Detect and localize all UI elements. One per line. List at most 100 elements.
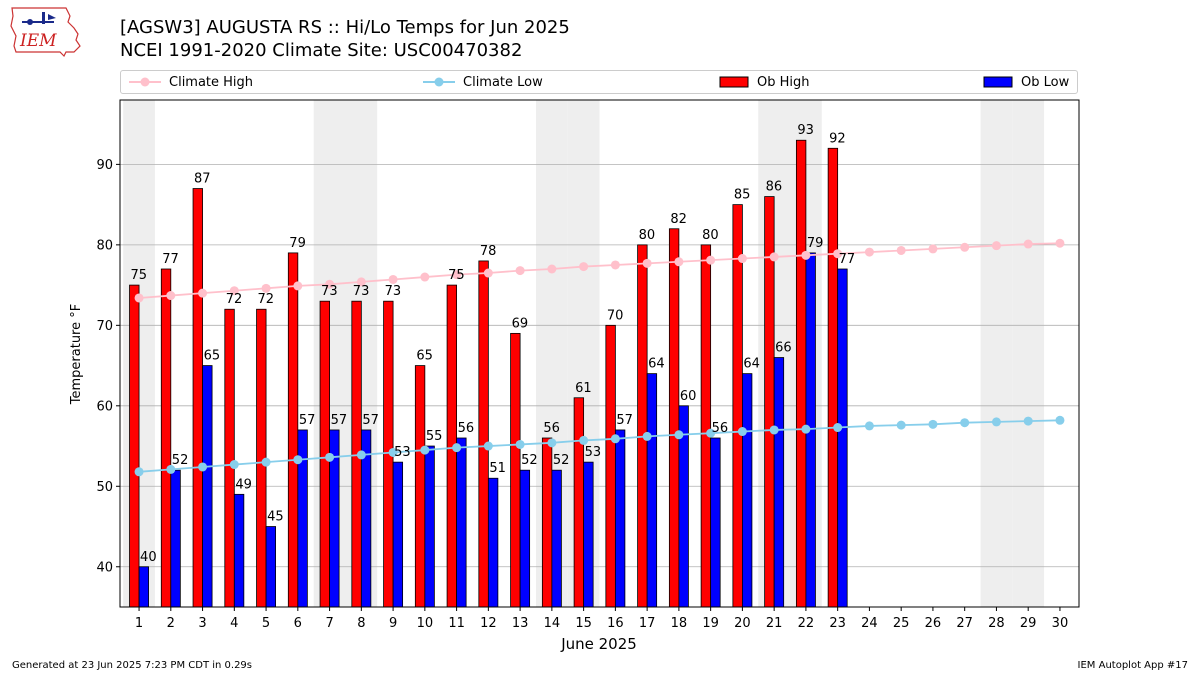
x-tick-label: 1 xyxy=(135,616,143,631)
weekend-band xyxy=(980,100,1013,607)
x-tick-label: 14 xyxy=(544,616,561,631)
climate-high-point xyxy=(1023,239,1033,249)
x-tick-label: 10 xyxy=(417,616,434,631)
climate-low-point xyxy=(420,445,430,455)
ob-high-bar xyxy=(541,437,553,608)
climate-high-point xyxy=(356,277,366,287)
ob-low-bar xyxy=(487,477,499,608)
legend-label: Ob High xyxy=(757,74,810,90)
ob-high-bar xyxy=(827,147,839,608)
data-labels: 75 77 87 72 72 79 73 73 73 65 75 78 69 56 61 70 80 82 80 85… xyxy=(131,123,856,565)
ob-low-bar xyxy=(424,445,435,608)
ob-low-label: 64 xyxy=(648,357,665,372)
x-tick-label: 11 xyxy=(448,616,465,631)
ob-high-bar xyxy=(510,332,521,608)
ob-high-label: 72 xyxy=(226,292,243,307)
climate-high-point xyxy=(261,283,271,293)
x-tick-label: 27 xyxy=(956,616,973,631)
x-tick-label: 26 xyxy=(925,616,942,631)
ob-low-label: 64 xyxy=(743,357,760,372)
climate-low-point xyxy=(864,421,874,431)
climate-low-point xyxy=(134,467,144,477)
climate-high-point xyxy=(420,272,430,282)
climate-high-point xyxy=(325,279,335,289)
climate-low-point xyxy=(928,419,938,429)
ob-high-bar xyxy=(224,308,235,608)
ob-high-label: 72 xyxy=(258,292,275,307)
legend-ob-high-swatch-icon xyxy=(719,76,749,88)
ob-low-label: 52 xyxy=(521,453,538,468)
climate-lines xyxy=(134,238,1065,477)
legend: Climate High Climate Low Ob High Ob Low xyxy=(120,70,1078,94)
chart-title: [AGSW3] AUGUSTA RS :: Hi/Lo Temps for Ju… xyxy=(120,17,570,38)
y-axis-label: Temperature °F xyxy=(69,304,84,405)
ob-high-label: 80 xyxy=(702,228,719,243)
logo-text: IEM xyxy=(19,31,57,51)
climate-low-point xyxy=(452,443,462,453)
climate-high-point xyxy=(706,255,716,265)
ob-low-label: 53 xyxy=(585,445,602,460)
ob-high-label: 73 xyxy=(353,284,370,299)
legend-climate-low-swatch-icon xyxy=(423,77,455,87)
climate-low-point xyxy=(229,460,239,470)
climate-low-point xyxy=(483,441,493,451)
climate-high-point xyxy=(452,270,462,280)
chart-subtitle: NCEI 1991-2020 Climate Site: USC00470382 xyxy=(120,40,523,61)
ob-high-label: 77 xyxy=(162,252,179,267)
x-tick-label: 2 xyxy=(167,616,175,631)
ob-high-label: 92 xyxy=(829,131,846,146)
climate-high-point xyxy=(293,281,303,291)
climate-low-point xyxy=(293,455,303,465)
climate-high-point xyxy=(737,254,747,264)
bars xyxy=(129,139,848,608)
ob-high-label: 73 xyxy=(385,284,402,299)
ob-low-bar xyxy=(741,373,753,608)
ob-low-bar xyxy=(138,566,149,608)
ob-high-label: 61 xyxy=(575,381,592,396)
ob-high-bar xyxy=(160,268,172,608)
x-axis-label: June 2025 xyxy=(560,635,637,653)
ob-low-label: 40 xyxy=(140,550,157,565)
y-tick-label: 90 xyxy=(96,158,113,173)
x-tick-label: 9 xyxy=(389,616,397,631)
climate-low-point xyxy=(1055,415,1065,425)
climate-low-point xyxy=(737,427,747,437)
ob-high-label: 75 xyxy=(448,268,465,283)
ob-high-label: 73 xyxy=(321,284,338,299)
x-tick-label: 15 xyxy=(575,616,592,631)
ob-low-label: 57 xyxy=(616,413,633,428)
ob-low-label: 51 xyxy=(489,461,506,476)
climate-high-line xyxy=(138,242,1060,299)
ob-high-label: 70 xyxy=(607,308,624,323)
climate-high-point xyxy=(896,245,906,255)
ob-low-label: 79 xyxy=(807,236,824,251)
ob-low-bar xyxy=(519,469,531,608)
ob-high-label: 80 xyxy=(639,228,656,243)
x-tick-label: 22 xyxy=(798,616,815,631)
x-tick-label: 21 xyxy=(766,616,783,631)
climate-low-point xyxy=(547,438,557,448)
x-tick-label: 17 xyxy=(639,616,656,631)
legend-ob-high: Ob High xyxy=(719,71,810,93)
y-tick-label: 50 xyxy=(96,480,113,495)
ob-low-bar xyxy=(456,437,467,608)
climate-high-point xyxy=(579,262,589,272)
climate-low-point xyxy=(801,424,811,434)
x-tick-label: 28 xyxy=(988,616,1005,631)
climate-low-point xyxy=(261,457,271,467)
x-tick-label: 12 xyxy=(480,616,497,631)
ob-low-bar xyxy=(265,526,276,608)
climate-high-point xyxy=(134,293,144,303)
climate-high-point xyxy=(864,247,874,257)
grid-lines xyxy=(120,163,1079,568)
climate-low-point xyxy=(610,434,620,444)
climate-high-point xyxy=(229,286,239,296)
x-tick-label: 13 xyxy=(512,616,529,631)
climate-high-point xyxy=(547,264,557,274)
x-tick-label: 8 xyxy=(357,616,365,631)
ob-low-label: 55 xyxy=(426,429,443,444)
legend-label: Climate High xyxy=(169,74,254,90)
footer-generated-text: Generated at 23 Jun 2025 7:23 PM CDT in … xyxy=(12,660,253,671)
climate-high-point xyxy=(833,249,843,259)
